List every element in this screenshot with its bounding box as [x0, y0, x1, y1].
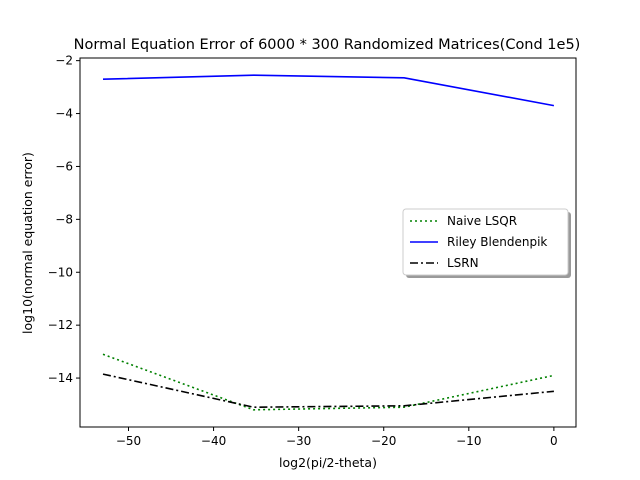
x-tick-label: −50: [116, 434, 141, 448]
x-tick-label: −30: [286, 434, 311, 448]
plot-frame: [79, 57, 577, 428]
y-axis-label: log10(normal equation error): [20, 152, 35, 334]
y-tick-label: −10: [48, 265, 73, 279]
y-tick-label: −2: [55, 54, 73, 68]
y-tick-label: −6: [55, 159, 73, 173]
x-axis-label: log2(pi/2-theta): [279, 455, 377, 470]
chart-title: Normal Equation Error of 6000 * 300 Rand…: [74, 37, 581, 53]
x-tick-label: −40: [201, 434, 226, 448]
y-tick-label: −14: [48, 371, 73, 385]
legend-label-2: LSRN: [447, 256, 479, 270]
x-tick-label: 0: [550, 434, 558, 448]
legend-label-1: Riley Blendenpik: [447, 235, 547, 249]
x-tick-label: −10: [456, 434, 481, 448]
legend-label-0: Naive LSQR: [447, 214, 517, 228]
series-line-1: [102, 74, 555, 107]
legend: Naive LSQR Riley Blendenpik LSRN: [402, 208, 571, 278]
plot-area: [102, 74, 555, 411]
x-tick-label: −20: [371, 434, 396, 448]
y-tick-label: −4: [55, 107, 73, 121]
axes: −50 −40 −30 −20 −10 0 −14 −12 −10 −8 −6 −4 −2: [48, 54, 577, 448]
series-line-0: [102, 353, 555, 411]
y-tick-label: −12: [48, 318, 73, 332]
series-line-2: [102, 373, 554, 409]
y-tick-label: −8: [55, 212, 73, 226]
legend-box: [402, 208, 569, 276]
